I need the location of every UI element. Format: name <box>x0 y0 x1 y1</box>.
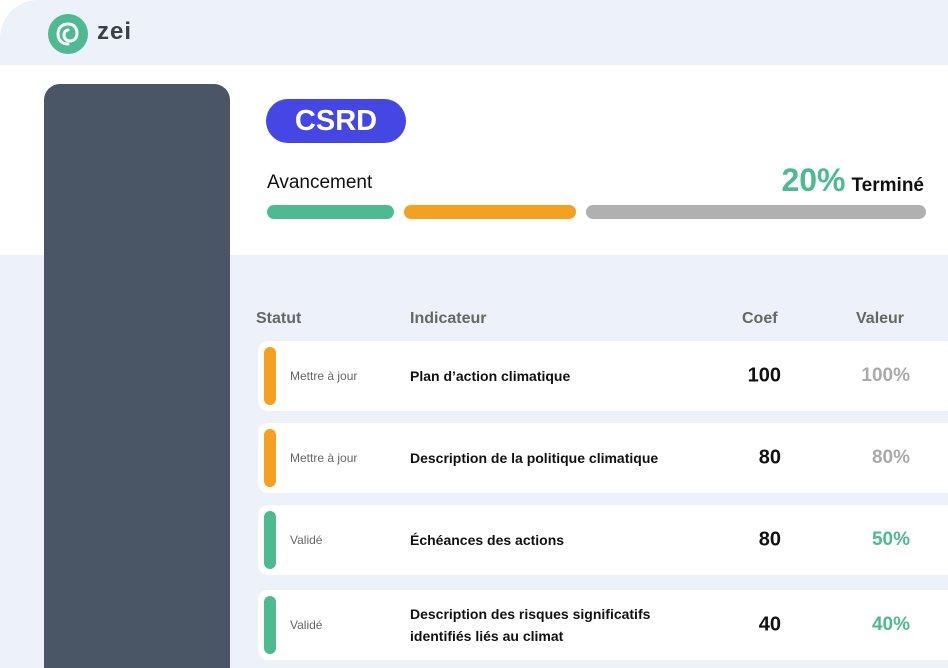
table-row[interactable]: Validé Description des risques significa… <box>258 590 948 660</box>
progress-segment-done <box>267 205 394 219</box>
progress-suffix: Terminé <box>851 175 924 196</box>
progress-segment-update <box>404 205 576 219</box>
status-indicator <box>264 429 276 487</box>
progress-percent: 20% <box>781 162 846 198</box>
progress-status: 20% Terminé <box>781 162 924 199</box>
coef-value: 80 <box>758 446 781 469</box>
indicator-name: Description de la politique climatique <box>410 450 659 466</box>
indicator-name: Échéances des actions <box>410 532 565 548</box>
zei-logo-icon <box>48 14 88 54</box>
status-indicator <box>264 347 276 405</box>
coef-value: 80 <box>758 528 781 551</box>
column-indicateur: Indicateur <box>410 310 487 327</box>
status-label: Mettre à jour <box>290 369 358 383</box>
column-valeur: Valeur <box>856 310 905 327</box>
status-indicator <box>264 511 276 569</box>
top-bar: zei <box>0 0 948 65</box>
progress-segment-remaining <box>586 205 926 219</box>
status-indicator <box>264 596 276 654</box>
indicator-name: Plan d’action climatique <box>410 368 571 384</box>
coef-value: 40 <box>758 613 781 636</box>
table-row[interactable]: Mettre à jour Description de la politiqu… <box>258 423 948 493</box>
status-label: Validé <box>290 618 323 632</box>
value-percent: 40% <box>871 614 910 635</box>
table-row[interactable]: Validé Échéances des actions 80 50% <box>258 505 948 575</box>
indicator-name: Description des risques significatifs id… <box>410 606 651 644</box>
column-statut: Statut <box>256 310 302 327</box>
sidebar <box>44 84 230 668</box>
progress-label: Avancement <box>267 172 373 193</box>
table-row[interactable]: Mettre à jour Plan d’action climatique 1… <box>258 341 948 411</box>
status-label: Mettre à jour <box>290 451 358 465</box>
csrd-badge[interactable]: CSRD <box>266 99 406 143</box>
value-percent: 100% <box>861 365 910 386</box>
coef-value: 100 <box>747 364 781 387</box>
value-percent: 50% <box>871 529 910 550</box>
value-percent: 80% <box>871 447 910 468</box>
brand-name: zei <box>97 18 133 45</box>
status-label: Validé <box>290 533 323 547</box>
column-coef: Coef <box>742 310 778 327</box>
